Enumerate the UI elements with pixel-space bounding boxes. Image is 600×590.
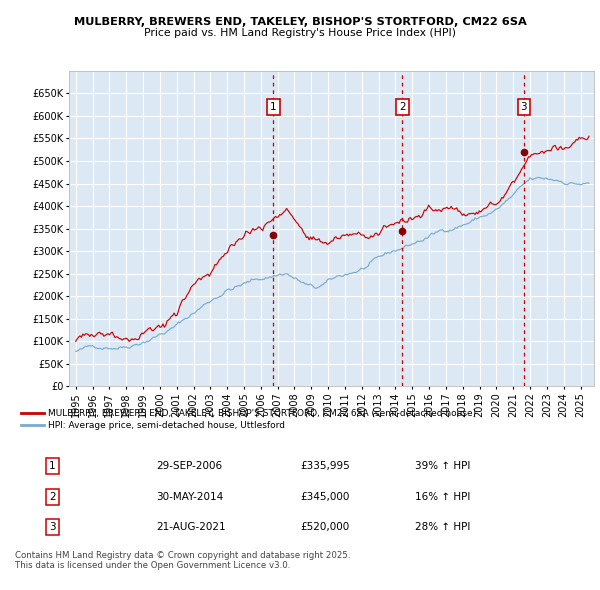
Text: Contains HM Land Registry data © Crown copyright and database right 2025.
This d: Contains HM Land Registry data © Crown c…	[15, 551, 350, 571]
Text: 1: 1	[270, 102, 277, 112]
Text: 30-MAY-2014: 30-MAY-2014	[156, 492, 223, 502]
Text: 21-AUG-2021: 21-AUG-2021	[156, 522, 226, 532]
Text: 28% ↑ HPI: 28% ↑ HPI	[415, 522, 470, 532]
Text: 1: 1	[49, 461, 56, 471]
Text: Price paid vs. HM Land Registry's House Price Index (HPI): Price paid vs. HM Land Registry's House …	[144, 28, 456, 38]
Text: £520,000: £520,000	[300, 522, 349, 532]
Text: 3: 3	[49, 522, 56, 532]
Text: 2: 2	[49, 492, 56, 502]
Text: £335,995: £335,995	[300, 461, 350, 471]
Text: MULBERRY, BREWERS END, TAKELEY, BISHOP'S STORTFORD, CM22 6SA: MULBERRY, BREWERS END, TAKELEY, BISHOP'S…	[74, 17, 526, 27]
Text: 16% ↑ HPI: 16% ↑ HPI	[415, 492, 470, 502]
Text: 29-SEP-2006: 29-SEP-2006	[156, 461, 222, 471]
Legend: MULBERRY, BREWERS END, TAKELEY, BISHOP'S STORTFORD, CM22 6SA (semi-detached hous: MULBERRY, BREWERS END, TAKELEY, BISHOP'S…	[18, 405, 480, 434]
Text: 2: 2	[399, 102, 406, 112]
Text: 3: 3	[521, 102, 527, 112]
Text: 39% ↑ HPI: 39% ↑ HPI	[415, 461, 470, 471]
Text: £345,000: £345,000	[300, 492, 349, 502]
